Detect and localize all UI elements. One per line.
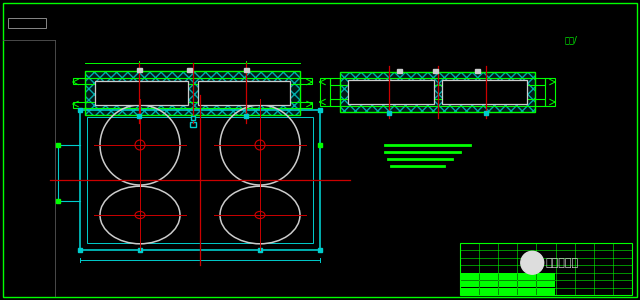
Bar [87, 117, 313, 243]
Bar [95, 81, 188, 105]
Text: 模具人杂志: 模具人杂志 [546, 258, 579, 268]
Bar [78, 248, 82, 252]
Bar [78, 108, 82, 112]
Bar [499, 273, 517, 280]
Bar [244, 114, 248, 118]
Bar [320, 78, 330, 106]
Bar [244, 68, 249, 72]
Bar [545, 78, 555, 106]
Bar [330, 99, 545, 106]
Bar [137, 114, 141, 118]
Bar [340, 72, 535, 112]
Bar [461, 273, 479, 280]
Bar [518, 288, 536, 295]
Bar [85, 71, 300, 115]
Bar [198, 81, 290, 105]
Text: 𝓝𝓝/: 𝓝𝓝/ [565, 35, 578, 44]
Bar [191, 116, 195, 120]
Bar [433, 69, 438, 73]
Bar [340, 72, 535, 112]
Bar [484, 111, 488, 115]
Bar [138, 248, 142, 252]
Bar [499, 288, 517, 295]
Bar [479, 273, 498, 280]
Bar [461, 280, 479, 287]
Bar [258, 248, 262, 252]
Bar [537, 288, 555, 295]
Bar [479, 288, 498, 295]
Bar [499, 280, 517, 287]
Bar [460, 243, 632, 295]
Bar [73, 102, 312, 108]
Bar [461, 288, 479, 295]
Bar [387, 111, 391, 115]
Bar [80, 110, 320, 250]
Bar [137, 68, 141, 72]
Bar [479, 280, 498, 287]
Bar [537, 280, 555, 287]
Bar [318, 108, 322, 112]
Bar [442, 80, 527, 104]
Bar [397, 69, 401, 73]
Bar [330, 78, 545, 85]
Bar [537, 273, 555, 280]
Bar [85, 71, 300, 115]
Bar [318, 143, 322, 147]
Bar [518, 280, 536, 287]
Bar [518, 273, 536, 280]
Bar [348, 80, 433, 104]
Bar [56, 199, 60, 203]
Bar [56, 143, 60, 147]
Bar [8, 18, 46, 28]
Circle shape [521, 251, 544, 274]
Bar [474, 69, 479, 73]
Bar [186, 68, 191, 72]
Bar [318, 248, 322, 252]
Bar [73, 78, 312, 84]
Bar [189, 122, 195, 127]
